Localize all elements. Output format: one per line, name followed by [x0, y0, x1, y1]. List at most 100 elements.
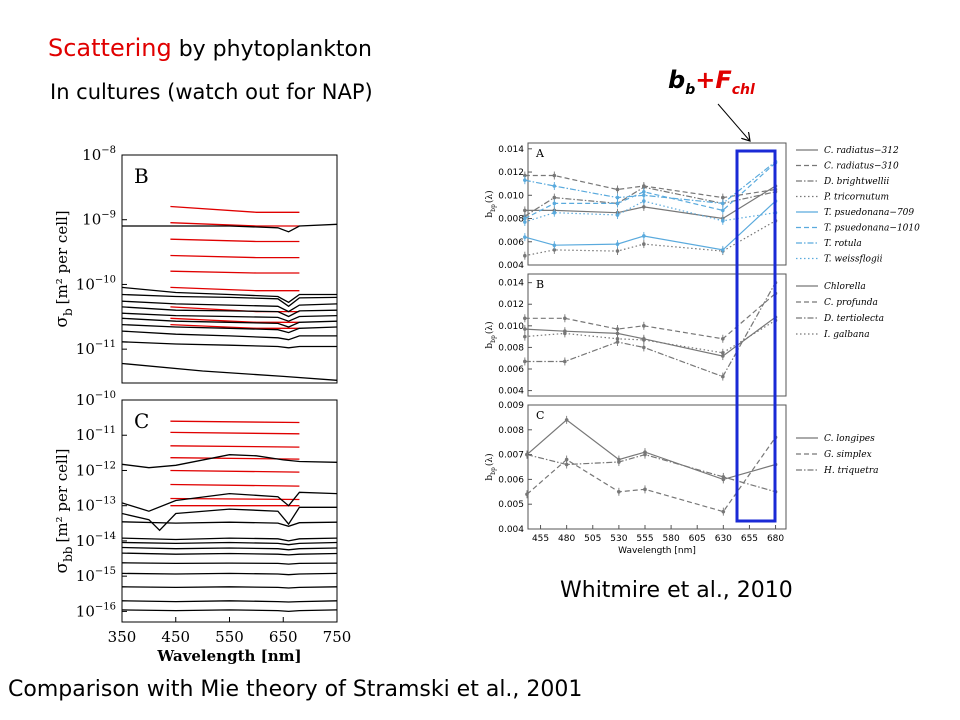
- culture-curve-10: [121, 286, 337, 304]
- legend-entry: T. psuedonana−709: [824, 208, 914, 218]
- data-point: [563, 359, 567, 364]
- data-point: [642, 185, 646, 189]
- legend-entry: D. tertiolecta: [823, 314, 884, 324]
- data-point: [564, 418, 569, 422]
- series-line-4: [524, 200, 776, 251]
- data-point: [642, 345, 646, 350]
- y-tick-label: 0.006: [498, 238, 524, 248]
- legend-entry: C. radiatus−310: [824, 162, 899, 172]
- culture-curve-19: [121, 362, 338, 381]
- x-tick-label: 555: [636, 534, 653, 544]
- x-tick-label: 350: [108, 628, 137, 646]
- annotation-arrow: [717, 103, 750, 141]
- plot-frame: [527, 404, 787, 530]
- legend-entry: P. tricornutum: [823, 193, 889, 203]
- data-point: [642, 324, 646, 328]
- series-line-7: [524, 200, 776, 223]
- y-axis-label: bbp(λ): [484, 321, 497, 348]
- data-point: [552, 173, 557, 178]
- chart-left-b: 10−8 10−9 10−10 10−11 Bσb[m² per cell]: [52, 145, 338, 384]
- legend-entry: C. profunda: [824, 298, 878, 308]
- title-highlight: Scattering: [48, 34, 172, 62]
- y-tick-label: 0.005: [498, 500, 524, 510]
- mie-curve-3: [170, 254, 300, 259]
- culture-curve-15: [121, 317, 338, 328]
- y-tick-label: 10−10: [76, 390, 116, 409]
- data-point: [721, 351, 725, 355]
- data-point: [642, 199, 646, 203]
- y-tick-label: 10−15: [76, 566, 116, 585]
- x-tick-label: 580: [663, 534, 680, 544]
- x-tick-label: 550: [215, 628, 244, 646]
- data-point: [615, 187, 620, 192]
- bb-fchl-annotation: bb+Fchl: [668, 66, 755, 98]
- data-point: [523, 220, 527, 224]
- data-point: [615, 195, 620, 200]
- y-tick-label: 10−11: [76, 339, 116, 358]
- legend-entry: T. psuedonana−1010: [824, 224, 920, 234]
- mie-curve-5: [170, 483, 300, 487]
- series-line-0: [524, 316, 776, 357]
- data-point: [642, 338, 646, 342]
- legend-entry: D. brightwellii: [823, 177, 889, 187]
- x-axis-label: Wavelength [nm]: [156, 647, 301, 665]
- culture-curve-18: [121, 341, 337, 349]
- footer-caption: Comparison with Mie theory of Stramski e…: [8, 677, 583, 702]
- data-point: [552, 243, 557, 248]
- y-tick-label: 0.004: [498, 387, 524, 397]
- culture-curve-17: [121, 572, 338, 576]
- y-tick-label: 10−9: [82, 210, 116, 229]
- data-point: [642, 234, 646, 238]
- data-point: [721, 475, 726, 479]
- x-tick-label: 480: [558, 534, 575, 544]
- slide-subtitle: In cultures (watch out for NAP): [50, 80, 373, 104]
- y-tick-label: 0.008: [498, 215, 524, 225]
- culture-curve-11: [121, 293, 338, 308]
- y-tick-label: 10−14: [76, 531, 116, 550]
- culture-curve-9: [122, 223, 338, 233]
- x-tick-label: 605: [689, 534, 706, 544]
- data-point: [615, 213, 620, 217]
- series-line-6: [524, 161, 776, 205]
- data-point: [721, 336, 725, 341]
- y-tick-label: 0.014: [498, 279, 524, 289]
- legend-entry: H. triquetra: [823, 466, 879, 476]
- legend-entry: C. radiatus−312: [824, 146, 899, 156]
- x-tick-label: 750: [323, 628, 352, 646]
- series-line-5: [524, 162, 776, 220]
- culture-curve-17: [121, 330, 337, 341]
- culture-curve-8: [121, 454, 338, 469]
- y-axis-label: bbp(λ): [484, 453, 497, 480]
- data-point: [721, 195, 725, 200]
- culture-curve-16: [121, 562, 338, 565]
- mie-curve-2: [170, 238, 300, 243]
- data-point: [642, 205, 646, 209]
- data-point: [721, 219, 725, 223]
- title-rest: by phytoplankton: [171, 37, 372, 62]
- data-point: [523, 359, 527, 364]
- data-point: [721, 374, 725, 379]
- panel-label: B: [536, 278, 544, 291]
- mie-curve-1: [170, 222, 300, 227]
- x-tick-label: 630: [715, 534, 732, 544]
- data-point: [615, 331, 620, 336]
- data-point: [615, 249, 620, 253]
- data-point: [523, 235, 527, 239]
- y-tick-label: 0.008: [498, 343, 524, 353]
- data-point: [721, 201, 725, 206]
- x-tick-label: 450: [161, 628, 190, 646]
- data-point: [617, 460, 621, 464]
- data-point: [552, 248, 557, 252]
- data-point: [643, 452, 647, 457]
- data-point: [552, 210, 557, 215]
- plot-frame: [121, 154, 338, 384]
- mie-curve-5: [170, 286, 300, 292]
- data-point: [523, 173, 527, 178]
- series-line-0: [526, 419, 776, 481]
- data-point: [523, 178, 527, 182]
- data-point: [642, 193, 646, 198]
- y-tick-label: 10−8: [82, 145, 116, 164]
- mie-curve-0: [170, 420, 300, 424]
- data-point: [523, 253, 527, 258]
